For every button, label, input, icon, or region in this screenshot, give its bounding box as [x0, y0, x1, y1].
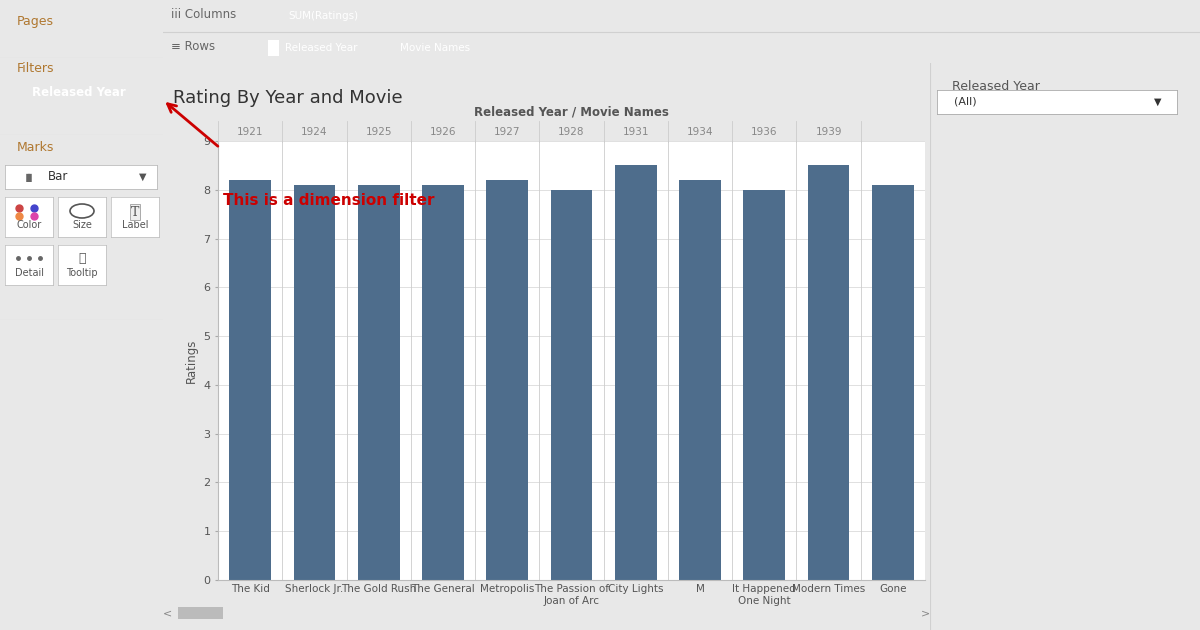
Bar [614, 166, 656, 580]
Text: Marks: Marks [17, 140, 54, 154]
Text: 💬: 💬 [78, 253, 85, 265]
Bar [872, 185, 913, 580]
Text: 1925: 1925 [366, 127, 392, 137]
Text: 1934: 1934 [686, 127, 713, 137]
Text: ▼: ▼ [1154, 97, 1162, 107]
Bar [358, 185, 400, 580]
Text: 1939: 1939 [815, 127, 842, 137]
Text: 1928: 1928 [558, 127, 584, 137]
Text: Detail: Detail [14, 268, 43, 278]
Text: This is a dimension filter: This is a dimension filter [223, 193, 434, 208]
Text: ▐▌: ▐▌ [23, 173, 36, 181]
Text: (All): (All) [954, 97, 977, 107]
Text: >: > [920, 608, 930, 618]
Text: ▼: ▼ [139, 172, 146, 182]
Text: <: < [163, 608, 173, 618]
Bar [679, 180, 721, 580]
FancyBboxPatch shape [268, 40, 280, 55]
Bar [551, 190, 593, 580]
Text: Released Year / Movie Names: Released Year / Movie Names [474, 105, 668, 118]
Text: Released Year: Released Year [952, 80, 1039, 93]
Text: ≡ Rows: ≡ Rows [172, 40, 215, 54]
Text: Released Year: Released Year [284, 43, 358, 53]
Text: iii Columns: iii Columns [172, 8, 236, 21]
Text: Tooltip: Tooltip [66, 268, 98, 278]
Text: 1927: 1927 [494, 127, 521, 137]
Text: T: T [131, 206, 139, 219]
Text: Pages: Pages [17, 14, 53, 28]
Text: 1926: 1926 [430, 127, 456, 137]
Text: Size: Size [72, 220, 92, 230]
Text: 1921: 1921 [236, 127, 263, 137]
Text: 1924: 1924 [301, 127, 328, 137]
Text: 1931: 1931 [623, 127, 649, 137]
Text: Filters: Filters [17, 62, 54, 75]
Text: Bar: Bar [48, 171, 68, 183]
Text: Rating By Year and Movie: Rating By Year and Movie [173, 89, 403, 107]
Y-axis label: Ratings: Ratings [185, 338, 198, 382]
Bar [229, 180, 271, 580]
Text: SUM(Ratings): SUM(Ratings) [288, 11, 358, 21]
Text: Color: Color [17, 220, 42, 230]
Bar [178, 607, 223, 619]
Text: Label: Label [121, 220, 149, 230]
Text: Released Year: Released Year [32, 86, 126, 98]
Text: Movie Names: Movie Names [401, 43, 470, 53]
Bar [808, 166, 850, 580]
Text: 1936: 1936 [751, 127, 778, 137]
Bar [422, 185, 464, 580]
Bar [294, 185, 335, 580]
Bar [744, 190, 785, 580]
Bar [486, 180, 528, 580]
